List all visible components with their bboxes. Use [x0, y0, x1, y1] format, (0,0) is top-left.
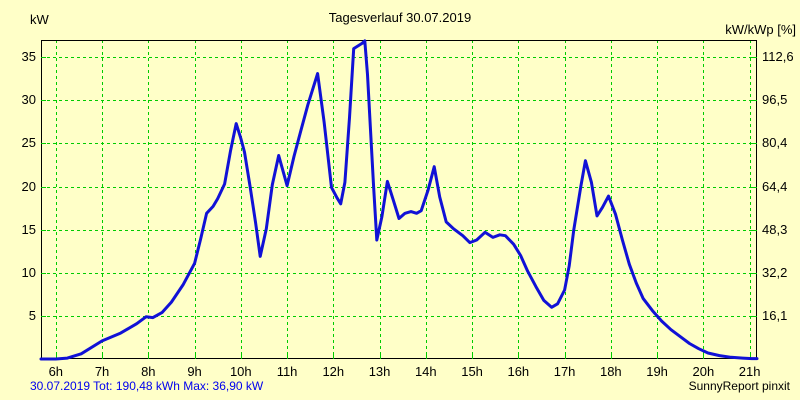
- summary-text: 30.07.2019 Tot: 190,48 kWh Max: 36,90 kW: [30, 379, 264, 393]
- x-tick-label: 20h: [692, 364, 715, 379]
- y-tick-label-right: 80,4: [762, 135, 788, 151]
- x-tick-label: 17h: [553, 364, 576, 379]
- y-tick-label-right: 112,6: [762, 49, 794, 65]
- left-axis-unit-label: kW: [30, 12, 49, 27]
- plot-border: [41, 40, 757, 359]
- x-tick-label: 10h: [229, 364, 252, 379]
- right-axis-unit-label: kW/kWp [%]: [725, 22, 796, 37]
- y-tick-label-left: 30: [21, 92, 36, 108]
- x-tick-label: 6h: [48, 364, 64, 379]
- y-tick-label-left: 10: [21, 264, 36, 280]
- x-tick-label: 14h: [414, 364, 437, 379]
- y-tick-label-left: 5: [28, 307, 36, 323]
- x-tick-label: 18h: [599, 364, 622, 379]
- x-tick-label: 9h: [187, 364, 202, 379]
- x-tick-label: 15h: [461, 364, 483, 379]
- x-tick-label: 16h: [507, 364, 530, 379]
- x-tick-label: 11h: [276, 364, 298, 379]
- chart-title: Tagesverlauf 30.07.2019: [328, 10, 472, 25]
- plot-area: [39, 39, 759, 361]
- y-tick-label-left: 20: [21, 178, 36, 194]
- y-tick-label-left: 35: [21, 49, 36, 65]
- x-tick-label: 21h: [738, 364, 761, 379]
- x-tick-label: 7h: [94, 364, 110, 379]
- brand-text: SunnyReport pinxit: [688, 379, 790, 393]
- y-tick-label-right: 96,5: [762, 92, 788, 108]
- x-tick-label: 12h: [322, 364, 345, 379]
- x-tick-label: 13h: [368, 364, 391, 379]
- y-tick-label-left: 25: [21, 135, 36, 151]
- x-tick-label: 8h: [141, 364, 156, 379]
- y-tick-label-left: 15: [21, 221, 36, 237]
- y-tick-label-right: 32,2: [762, 264, 788, 280]
- power-curve: [39, 39, 759, 361]
- chart-svg: [39, 39, 759, 361]
- y-tick-label-right: 48,3: [762, 221, 788, 237]
- y-tick-label-right: 16,1: [762, 307, 788, 323]
- y-tick-label-right: 64,4: [762, 178, 788, 194]
- x-tick-label: 19h: [646, 364, 668, 379]
